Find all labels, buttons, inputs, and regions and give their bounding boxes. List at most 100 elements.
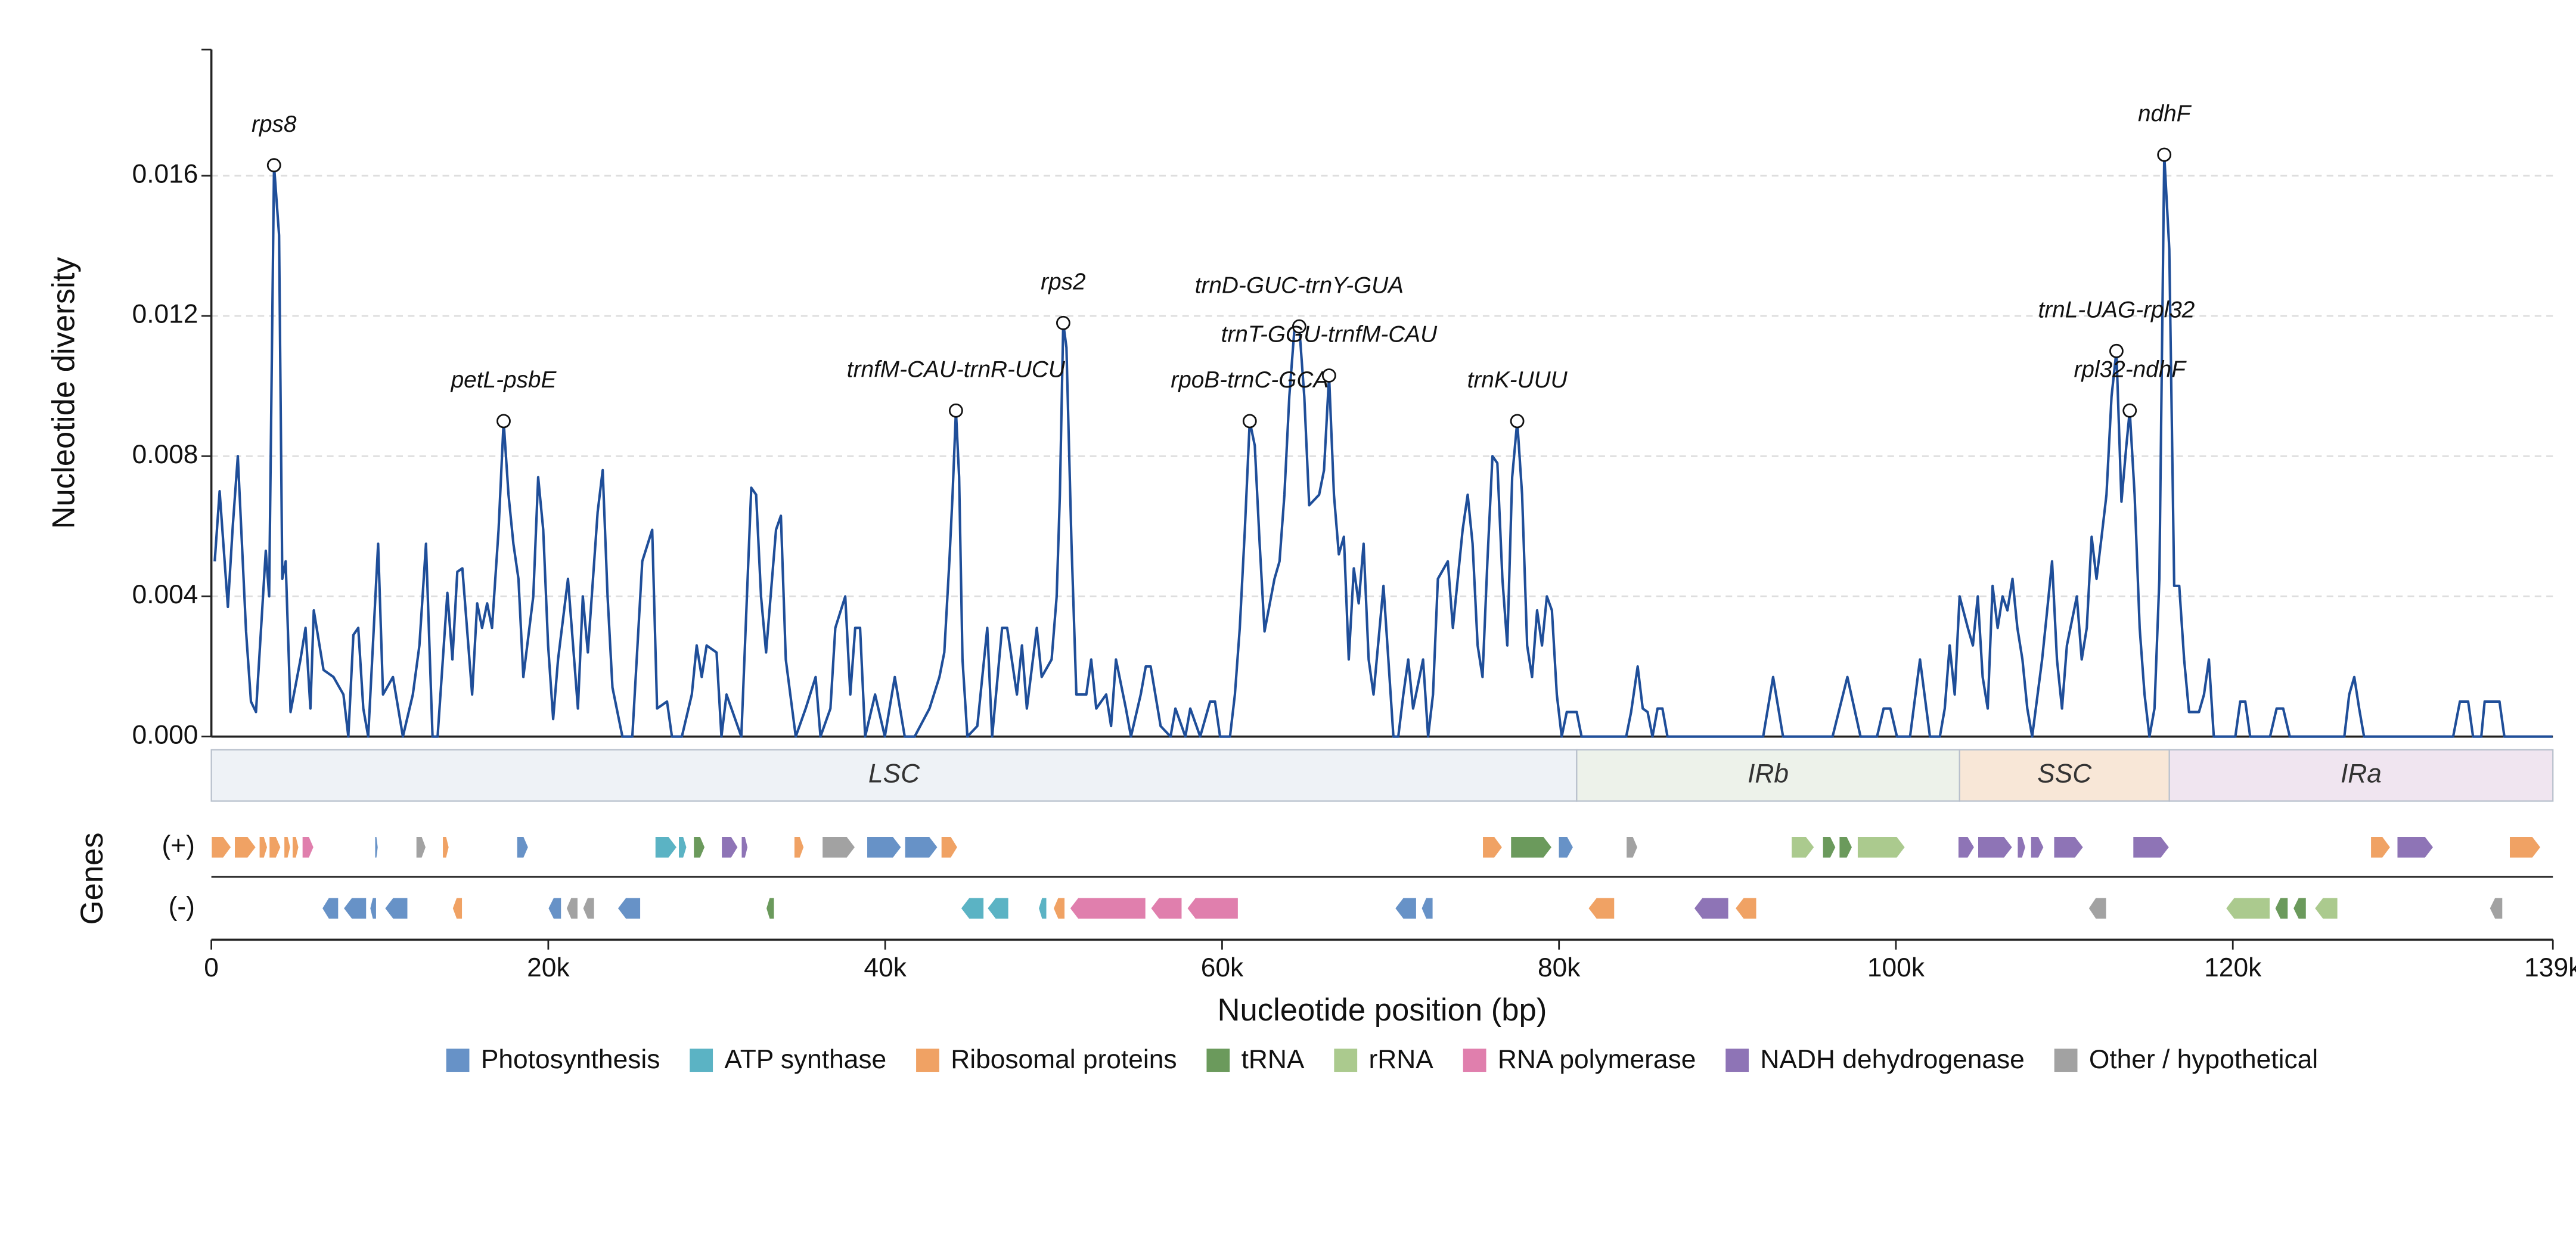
legend-label: ATP synthase	[724, 1045, 886, 1074]
x-tick-label: 20k	[527, 953, 570, 982]
peak-marker	[2109, 343, 2124, 358]
gene	[1734, 897, 1757, 920]
gene	[415, 836, 427, 858]
peak-marker	[1056, 315, 1070, 330]
gene	[2053, 836, 2084, 858]
x-tick-label: 120k	[2204, 953, 2262, 982]
peak-label: trnK-UUU	[1467, 367, 1568, 393]
gene	[302, 836, 315, 858]
peak-marker	[1292, 319, 1306, 334]
peak-label: rps2	[1041, 269, 1085, 295]
y-tick-label: 0.012	[132, 300, 198, 329]
legend-swatch	[1206, 1049, 1230, 1072]
gene	[741, 836, 749, 858]
gene	[259, 836, 268, 858]
peak-label: rpoB-trnC-GCA	[1171, 367, 1329, 393]
genes-track-label: Genes	[75, 832, 110, 925]
gene	[1977, 836, 2013, 858]
gene	[582, 897, 595, 920]
peak-marker	[1321, 368, 1336, 383]
gene	[765, 897, 775, 920]
gene	[291, 836, 300, 858]
gene	[1693, 897, 1729, 920]
peak-marker	[496, 414, 511, 429]
y-tick-label: 0.000	[132, 720, 198, 749]
gene	[1558, 836, 1574, 858]
legend-swatch	[446, 1049, 470, 1072]
gene	[1857, 836, 1906, 858]
gene	[2030, 836, 2044, 858]
region-label: IRb	[1748, 759, 1789, 788]
peak-label: trnT-GGU-trnfM-CAU	[1221, 322, 1438, 348]
peak-label: rpl32-ndhF	[2074, 357, 2187, 383]
gene	[693, 836, 706, 858]
gene	[283, 836, 291, 858]
gene	[617, 897, 641, 920]
legend-label: rRNA	[1369, 1045, 1434, 1074]
gene	[986, 897, 1010, 920]
gene	[1957, 836, 1975, 858]
legend-label: RNA polymerase	[1498, 1045, 1696, 1074]
x-axis-title: Nucleotide position (bp)	[1217, 993, 1547, 1028]
gene	[678, 836, 687, 858]
peak-label: trnL-UAG-rpl32	[2038, 297, 2195, 323]
gene	[1822, 836, 1836, 858]
gene	[321, 897, 339, 920]
peak-marker	[1510, 414, 1525, 429]
gene	[343, 897, 367, 920]
gene	[2225, 897, 2271, 920]
peak-marker	[1242, 414, 1257, 429]
gene	[234, 836, 257, 858]
x-tick-label: 80k	[1538, 953, 1581, 982]
gene	[1394, 897, 1417, 920]
peak-label: trnD-GUC-trnY-GUA	[1195, 272, 1404, 298]
region-label: IRa	[2341, 759, 2382, 788]
legend-swatch	[1463, 1049, 1486, 1072]
gene	[566, 897, 579, 920]
gene	[2088, 897, 2107, 920]
legend-label: tRNA	[1242, 1045, 1305, 1074]
legend-swatch	[1725, 1049, 1749, 1072]
gene	[1482, 836, 1503, 858]
gene	[452, 897, 463, 920]
gene	[384, 897, 408, 920]
gene	[2509, 836, 2541, 858]
region-band	[1576, 749, 1960, 802]
gene	[1625, 836, 1638, 858]
peak-marker	[2122, 403, 2137, 418]
gene	[210, 836, 232, 858]
peak-marker	[266, 158, 281, 173]
region-label: SSC	[2037, 759, 2092, 788]
y-axis-title: Nucleotide diversity	[46, 257, 82, 529]
gene	[547, 897, 562, 920]
gene	[1510, 836, 1553, 858]
legend-swatch	[2054, 1049, 2078, 1072]
peak-label: trnfM-CAU-trnR-UCU	[847, 357, 1066, 383]
gene	[268, 836, 281, 858]
gene	[1053, 897, 1066, 920]
peak-marker	[948, 403, 963, 418]
gene	[941, 836, 958, 858]
gene	[821, 836, 856, 858]
strand-label: (-)	[169, 892, 195, 921]
gene	[1790, 836, 1815, 858]
gene	[2370, 836, 2391, 858]
x-tick-label: 139k	[2524, 953, 2576, 982]
gene	[2132, 836, 2170, 858]
y-tick-label: 0.004	[132, 580, 198, 609]
gene	[1069, 897, 1147, 920]
peak-label: rps8	[252, 111, 297, 137]
peak-marker	[2157, 147, 2172, 162]
gene	[2017, 836, 2026, 858]
gene	[2292, 897, 2307, 920]
gene	[442, 836, 450, 858]
region-label: LSC	[868, 759, 920, 788]
gene	[2489, 897, 2503, 920]
gene	[1421, 897, 1433, 920]
gene	[654, 836, 678, 858]
y-tick-label: 0.016	[132, 160, 198, 189]
legend-swatch	[690, 1049, 713, 1072]
legend-swatch	[1334, 1049, 1358, 1072]
gene	[1839, 836, 1853, 858]
